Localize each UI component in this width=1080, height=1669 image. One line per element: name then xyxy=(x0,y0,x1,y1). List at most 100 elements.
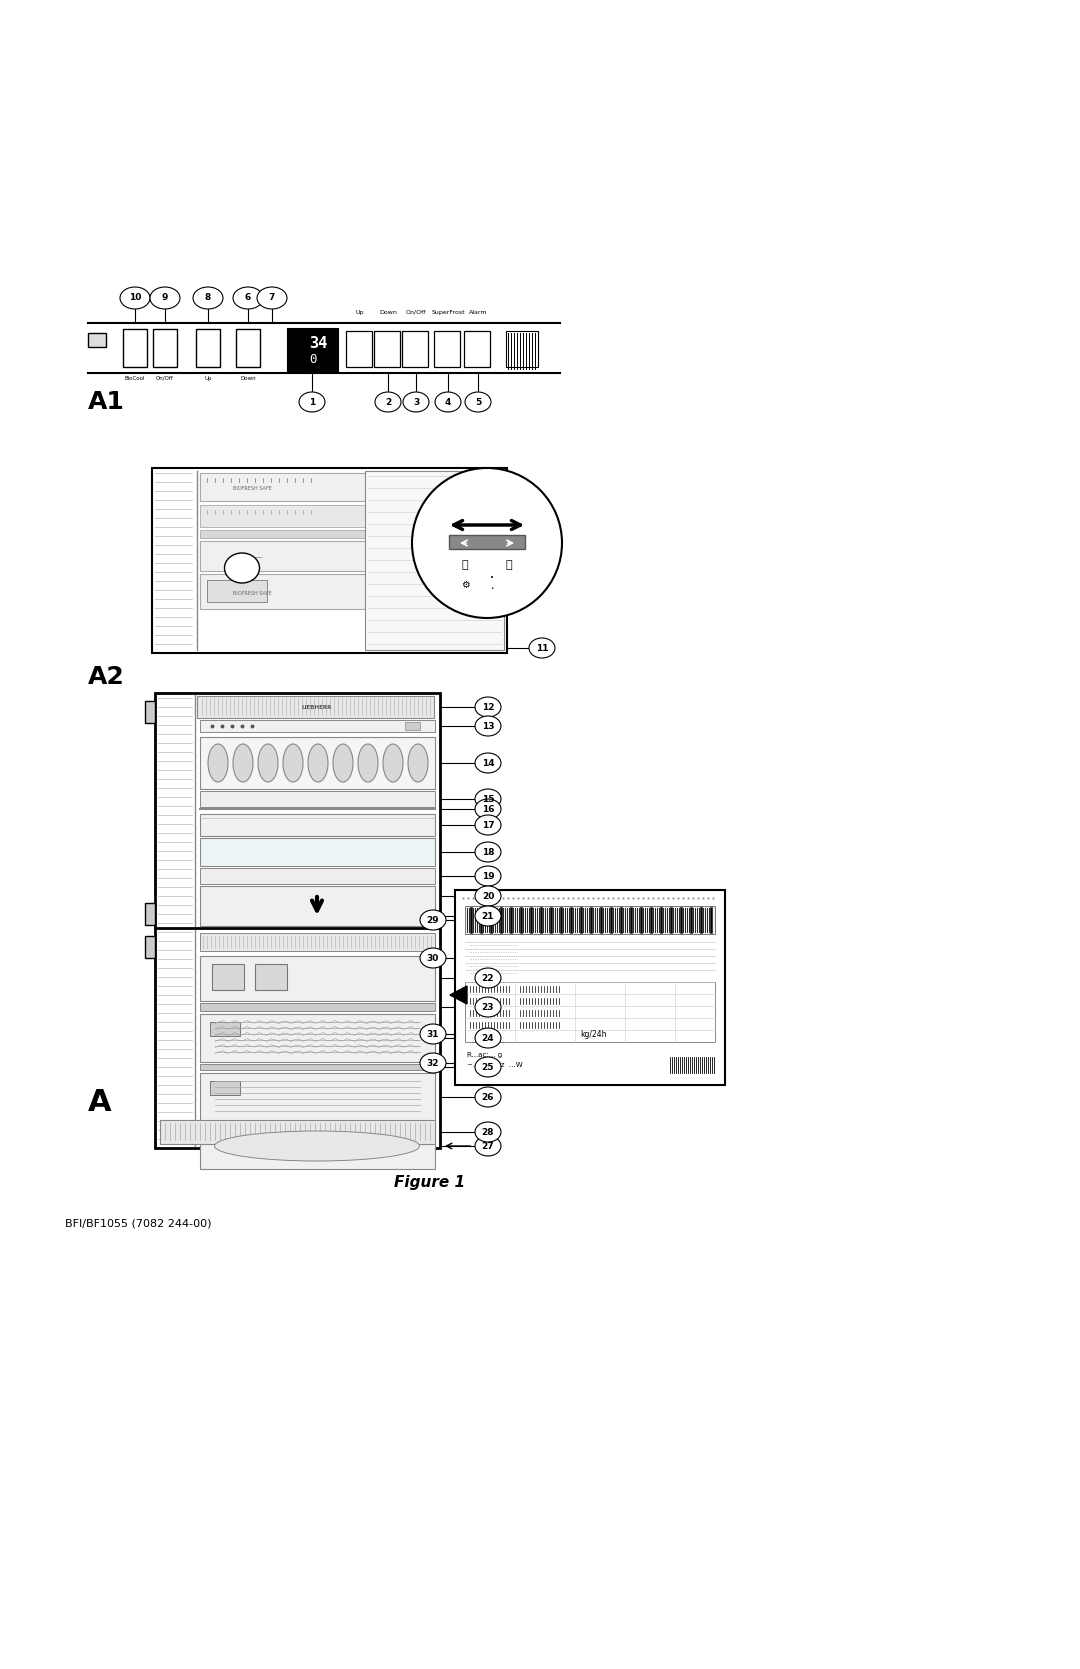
Text: Alarm: Alarm xyxy=(469,310,487,315)
Text: 32: 32 xyxy=(427,1058,440,1068)
Text: Up: Up xyxy=(355,310,364,315)
Text: 8: 8 xyxy=(205,294,211,302)
Bar xyxy=(210,1082,240,1095)
Ellipse shape xyxy=(408,744,428,783)
Text: 23: 23 xyxy=(482,1003,495,1011)
Bar xyxy=(210,1021,240,1036)
Text: ····························: ···························· xyxy=(469,943,518,948)
Text: 17: 17 xyxy=(482,821,495,829)
Bar xyxy=(200,1123,435,1168)
Ellipse shape xyxy=(420,948,446,968)
Text: Down: Down xyxy=(240,376,256,381)
Ellipse shape xyxy=(475,753,501,773)
Text: 34: 34 xyxy=(309,335,327,350)
Text: A: A xyxy=(87,1088,111,1117)
Bar xyxy=(200,1003,435,1011)
Text: On/Off: On/Off xyxy=(157,376,174,381)
Text: 15: 15 xyxy=(482,794,495,803)
Text: A1: A1 xyxy=(87,391,125,414)
Bar xyxy=(200,868,435,885)
Text: A2: A2 xyxy=(87,664,125,689)
Ellipse shape xyxy=(475,789,501,809)
Ellipse shape xyxy=(233,744,253,783)
Text: •: • xyxy=(490,576,494,581)
Text: 18: 18 xyxy=(482,848,495,856)
Bar xyxy=(197,696,434,718)
Bar xyxy=(200,541,503,571)
Ellipse shape xyxy=(357,744,378,783)
Text: ····························: ···························· xyxy=(469,965,518,970)
Ellipse shape xyxy=(475,906,501,926)
Bar xyxy=(465,906,715,935)
Text: 10: 10 xyxy=(129,294,141,302)
Bar xyxy=(346,330,372,367)
Bar xyxy=(145,936,156,958)
Bar xyxy=(87,334,106,347)
Text: BIOFRESH SAFE: BIOFRESH SAFE xyxy=(232,591,271,596)
Text: 21: 21 xyxy=(482,911,495,921)
Text: 7: 7 xyxy=(269,294,275,302)
Ellipse shape xyxy=(475,1087,501,1107)
Bar xyxy=(405,723,420,729)
Bar xyxy=(212,965,244,990)
Text: SuperFrost: SuperFrost xyxy=(431,310,464,315)
Ellipse shape xyxy=(475,886,501,906)
Bar xyxy=(156,693,440,1148)
Bar xyxy=(465,981,715,1041)
Bar xyxy=(455,890,725,1085)
Bar xyxy=(145,903,156,925)
Text: 24: 24 xyxy=(482,1033,495,1043)
Text: 20: 20 xyxy=(482,891,495,901)
Text: 26: 26 xyxy=(482,1093,495,1102)
Ellipse shape xyxy=(403,392,429,412)
Bar xyxy=(153,329,177,367)
Ellipse shape xyxy=(299,392,325,412)
Text: ····························: ···························· xyxy=(469,956,518,961)
Bar xyxy=(374,330,400,367)
Ellipse shape xyxy=(475,968,501,988)
Bar xyxy=(145,701,156,723)
Text: 12: 12 xyxy=(482,703,495,711)
Ellipse shape xyxy=(411,467,562,618)
Bar xyxy=(200,814,435,836)
Ellipse shape xyxy=(475,698,501,718)
Bar xyxy=(434,330,460,367)
Ellipse shape xyxy=(233,287,264,309)
Text: 27: 27 xyxy=(482,1142,495,1150)
Bar xyxy=(449,536,525,549)
Bar xyxy=(200,1065,435,1070)
Ellipse shape xyxy=(435,392,461,412)
Ellipse shape xyxy=(150,287,180,309)
Ellipse shape xyxy=(333,744,353,783)
Bar xyxy=(200,472,503,501)
Bar xyxy=(255,965,287,990)
Text: Figure 1: Figure 1 xyxy=(394,1175,465,1190)
Bar xyxy=(200,791,435,808)
Ellipse shape xyxy=(475,1028,501,1048)
Bar xyxy=(200,1015,435,1061)
Ellipse shape xyxy=(208,744,228,783)
Text: •: • xyxy=(490,586,494,591)
Text: 13: 13 xyxy=(482,721,495,731)
Ellipse shape xyxy=(120,287,150,309)
Text: 31: 31 xyxy=(427,1030,440,1038)
Text: ····························: ···························· xyxy=(469,971,518,976)
Text: 14: 14 xyxy=(482,758,495,768)
Bar xyxy=(365,471,504,649)
Text: 9: 9 xyxy=(162,294,168,302)
Text: 🔒: 🔒 xyxy=(461,561,469,571)
Bar xyxy=(160,1120,435,1143)
Text: 1: 1 xyxy=(309,397,315,407)
Text: 4: 4 xyxy=(445,397,451,407)
Bar xyxy=(507,330,538,367)
Text: 28: 28 xyxy=(482,1128,495,1137)
Text: Up: Up xyxy=(204,376,212,381)
Text: 🔒: 🔒 xyxy=(505,561,512,571)
Text: 11: 11 xyxy=(536,644,549,653)
Ellipse shape xyxy=(475,996,501,1016)
Ellipse shape xyxy=(475,1122,501,1142)
Ellipse shape xyxy=(475,866,501,886)
Bar xyxy=(200,1073,435,1122)
Text: BIOFRESH SAFE: BIOFRESH SAFE xyxy=(232,486,271,491)
Ellipse shape xyxy=(529,638,555,658)
